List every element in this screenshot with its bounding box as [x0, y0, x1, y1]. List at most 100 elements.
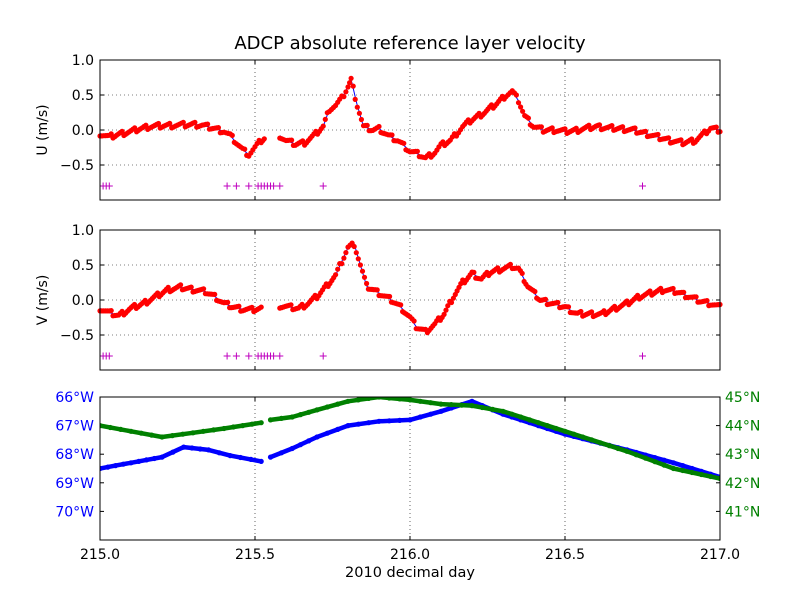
lat-tick-label: 44°N — [725, 419, 760, 435]
latitude-point — [230, 424, 236, 430]
latitude-point — [335, 401, 341, 407]
data-point — [655, 131, 661, 138]
flag-marker — [105, 352, 113, 360]
x-tick-label: 215.0 — [80, 547, 120, 563]
longitude-point — [227, 453, 233, 459]
data-point — [201, 286, 207, 292]
data-point — [212, 291, 218, 297]
longitude-point — [143, 457, 150, 463]
data-point — [343, 89, 349, 95]
flag-marker — [245, 182, 253, 190]
data-point — [343, 250, 349, 256]
y-tick-label: 1.0 — [72, 223, 94, 239]
data-point — [352, 96, 358, 102]
lon-tick-label: 69°W — [55, 476, 94, 492]
data-point — [562, 126, 568, 132]
data-point — [693, 294, 699, 300]
longitude-point — [670, 460, 677, 466]
latitude-point — [562, 428, 568, 434]
x-tick-label: 215.5 — [235, 547, 275, 563]
data-point — [180, 119, 186, 125]
longitude-point — [105, 464, 111, 470]
data-point — [441, 311, 447, 317]
panels: 1.0 0.5 0.0 −0.5 U (m/s) 1.0 0.5 0.0 −0.5 V (m/s)… — [35, 53, 760, 563]
flag-marker — [319, 352, 327, 360]
longitude-point — [112, 463, 119, 469]
latitude-point — [221, 425, 227, 432]
data-point — [678, 137, 684, 143]
data-point — [359, 268, 366, 274]
y-tick-label: −0.5 — [60, 328, 94, 344]
latitude-point — [169, 433, 175, 439]
flag-marker — [232, 182, 240, 190]
data-point — [341, 94, 347, 100]
latitude-point — [448, 402, 454, 408]
latitude-point — [211, 427, 217, 433]
latitude-point — [500, 408, 506, 414]
latitude-point — [107, 424, 113, 431]
latitude-point — [355, 397, 361, 403]
data-point — [519, 270, 525, 276]
longitude-point — [278, 450, 284, 456]
latitude-point — [553, 425, 559, 432]
data-point — [573, 125, 579, 131]
latitude-point — [680, 467, 686, 474]
latitude-point — [469, 403, 475, 409]
data-point — [525, 115, 532, 121]
data-point — [364, 122, 370, 128]
data-point — [632, 125, 638, 131]
latitude-point — [180, 431, 186, 437]
latitude-point — [297, 412, 304, 418]
data-point — [320, 123, 326, 129]
longitude-point — [120, 461, 126, 467]
data-point — [205, 121, 211, 127]
latitude-point — [633, 452, 639, 458]
longitude-point — [407, 417, 413, 423]
data-point — [354, 104, 360, 110]
longitude-point — [386, 418, 392, 424]
longitude-point — [680, 463, 686, 469]
longitude-point — [438, 408, 444, 414]
latitude-point — [386, 397, 392, 401]
lon-tick-label: 68°W — [55, 447, 94, 463]
lat-tick-label: 45°N — [725, 390, 760, 406]
data-point — [398, 302, 404, 308]
longitude-point — [100, 465, 103, 472]
longitude-point — [128, 460, 134, 466]
flag-marker — [319, 182, 327, 190]
data-point — [578, 308, 584, 315]
flag-marker — [105, 182, 113, 190]
data-point — [229, 132, 235, 138]
data-point — [387, 293, 393, 300]
data-point — [215, 125, 221, 131]
latitude-point — [278, 415, 284, 421]
lon-tick-label: 67°W — [55, 419, 94, 435]
longitude-point — [689, 465, 695, 472]
data-point — [515, 100, 522, 106]
latitude-point — [100, 423, 103, 429]
data-point — [348, 75, 354, 81]
data-point — [225, 299, 231, 305]
longitude-point — [267, 454, 274, 460]
longitude-point — [197, 446, 203, 452]
longitude-point — [159, 454, 165, 460]
data-point — [443, 307, 449, 313]
latitude-point — [200, 428, 206, 434]
data-point — [236, 303, 242, 309]
data-point — [288, 302, 294, 308]
data-point — [351, 243, 357, 250]
latitude-point — [661, 462, 667, 468]
latitude-point — [428, 400, 434, 406]
data-point — [261, 136, 267, 142]
longitude-point — [469, 398, 475, 404]
latitude-point — [535, 420, 542, 426]
flag-marker — [223, 182, 231, 190]
flag-marker — [270, 352, 278, 360]
y-tick-label: 0.0 — [72, 123, 94, 139]
longitude-point — [428, 411, 434, 417]
position-series — [100, 397, 720, 482]
latitude-point — [118, 426, 124, 432]
data-point — [448, 299, 455, 306]
longitude-point — [306, 438, 312, 444]
